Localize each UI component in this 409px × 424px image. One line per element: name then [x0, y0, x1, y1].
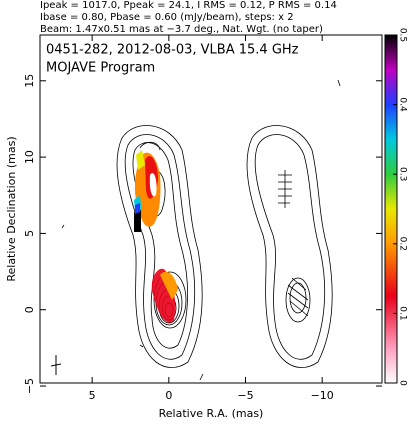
y-axis-label: Relative Declination (mas) — [5, 136, 18, 281]
annotation: 0451-282, 2012-08-03, VLBA 15.4 GHz — [46, 43, 299, 58]
map — [61, 79, 341, 381]
x-tick-label: −10 — [311, 389, 334, 402]
beam — [50, 355, 62, 375]
x-tick-label: 0 — [165, 389, 172, 402]
colorbar-tick-label: 0.4 — [398, 97, 408, 112]
y-tick-label: 5 — [23, 230, 36, 237]
y-tick-label: −5 — [23, 378, 36, 394]
header-line: Beam: 1.47x0.51 mas at −3.7 deg., Nat. W… — [40, 24, 323, 35]
frame — [39, 34, 383, 384]
colorbar — [384, 34, 398, 384]
colorbar-tick-label: 0 — [398, 380, 408, 386]
header-line: Ibase = 0.80, Pbase = 0.60 (mJy/beam), s… — [40, 12, 294, 23]
header-line: Ipeak = 1017.0, Ppeak = 24.1, I RMS = 0.… — [40, 0, 337, 11]
y-tick-label: 10 — [23, 150, 36, 164]
polarization-overlay — [134, 150, 178, 323]
colorbar-tick-label: 0.3 — [398, 167, 408, 181]
x-axis-label: Relative R.A. (mas) — [159, 407, 264, 420]
y-tick-label: 0 — [23, 306, 36, 313]
annotation: MOJAVE Program — [46, 61, 155, 76]
colorbar-tick-label: 0.5 — [398, 28, 408, 42]
contours-pol — [246, 125, 333, 368]
contours — [116, 125, 203, 368]
y-tick-label: 15 — [23, 74, 36, 88]
x-tick-label: −5 — [237, 389, 253, 402]
colorbar-tick-label: 0.1 — [398, 306, 408, 320]
x-tick-label: 5 — [89, 389, 96, 402]
colorbar-tick-label: 0.2 — [398, 237, 408, 251]
